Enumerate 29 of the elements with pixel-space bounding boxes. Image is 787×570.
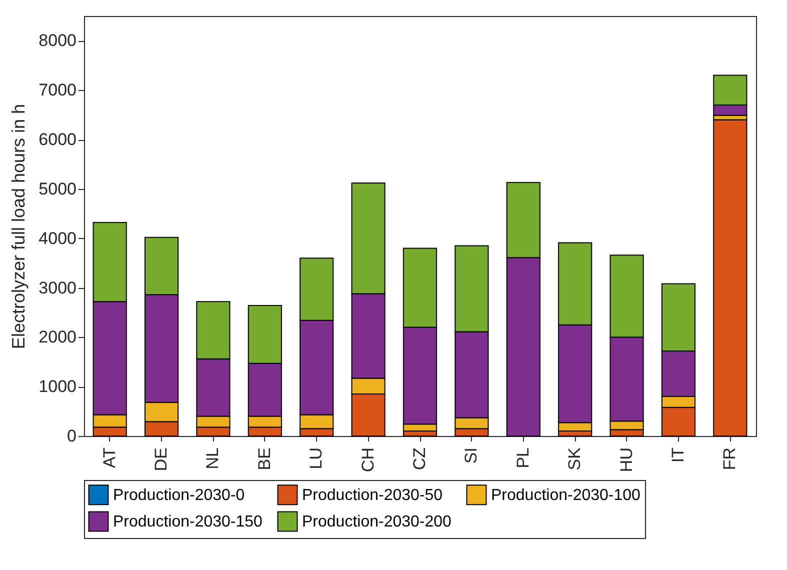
x-tick-label: AT	[100, 448, 119, 468]
x-tick-label: HU	[616, 448, 636, 472]
x-tick-label: CH	[358, 448, 378, 472]
y-tick-label: 8000	[38, 31, 76, 50]
x-tick-label: BE	[254, 448, 274, 470]
y-tick-label: 2000	[38, 328, 76, 347]
x-tick-label: DE	[152, 448, 171, 472]
y-tick-label: 3000	[38, 278, 76, 298]
legend-label: Production-2030-50	[302, 486, 443, 504]
legend-label: Production-2030-100	[491, 486, 641, 504]
y-tick-label: 7000	[38, 80, 76, 100]
legend-label: Production-2030-200	[302, 514, 452, 530]
x-tick-label: PL	[513, 448, 532, 468]
legend-label: Production-2030-0	[113, 486, 245, 504]
x-tick-label: SK	[565, 446, 584, 470]
y-tick-label: 6000	[38, 130, 76, 150]
x-tick-label: IT	[668, 448, 688, 463]
x-tick-label: SI	[462, 448, 481, 464]
y-tick-label: 4000	[38, 228, 76, 248]
x-tick-label: NL	[203, 448, 222, 470]
y-tick-label: 5000	[38, 179, 76, 198]
y-axis-title: Electrolyzer full load hours in h	[8, 104, 29, 350]
y-tick-label: 1000	[38, 377, 76, 396]
y-tick-label: 0	[67, 426, 76, 446]
x-tick-label: FR	[720, 448, 740, 470]
legend-label: Production-2030-150	[113, 514, 263, 530]
x-tick-label: LU	[306, 448, 326, 470]
x-tick-label: CZ	[410, 448, 429, 470]
bar	[713, 119, 748, 436]
